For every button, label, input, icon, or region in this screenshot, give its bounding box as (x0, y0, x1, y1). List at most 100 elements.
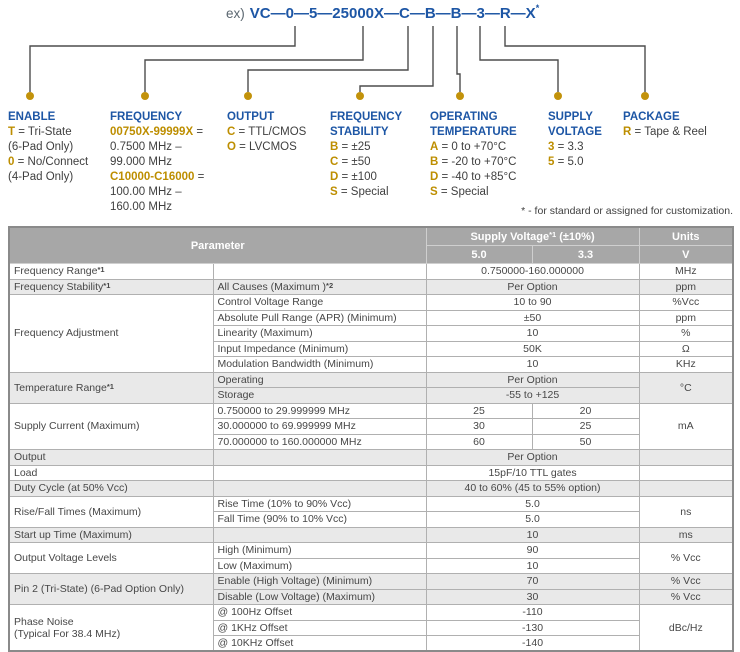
option-code: C10000-C16000 (110, 171, 195, 183)
spec-row: 70.000000 to 160.000000 MHz 60 50 (9, 433, 733, 450)
category-option: (6-Pad Only) (8, 141, 74, 153)
sub-parameter-cell: Control Voltage Range (212, 294, 427, 311)
spec-row: Supply Current (Maximum) 0.750000 to 29.9… (8, 402, 734, 450)
unit-cell: % Vcc (638, 542, 734, 574)
spec-row: Frequency Range*1 0.750000-160.000000 MHz (8, 263, 734, 280)
category-option: R = Tape & Reel (623, 126, 707, 138)
spec-table-body: Frequency Range*1 0.750000-160.000000 MHz F… (8, 263, 734, 652)
value-cell: 70 (425, 573, 640, 590)
param-cell: Frequency Stability*1 (8, 278, 214, 295)
connector-supply-voltage (479, 26, 559, 92)
category-option: 0 = No/Connect (8, 156, 89, 168)
param-cell: Duty Cycle (at 50% Vcc) (8, 480, 214, 497)
col-header-3v3: 3.3 (531, 245, 640, 264)
category-title-line: VOLTAGE (548, 126, 602, 138)
unit-cell (638, 464, 734, 481)
unit-cell (638, 480, 734, 497)
unit-cell: % Vcc (638, 573, 734, 590)
option-code: D (430, 171, 439, 183)
category-option: 160.00 MHz (110, 201, 173, 213)
spec-row: Frequency Stability*1 All Causes (Maximum… (8, 278, 734, 295)
value-cell: 0.750000-160.000000 (425, 263, 640, 280)
category-title-line: STABILITY (330, 126, 389, 138)
category-title-line: ENABLE (8, 111, 56, 123)
sub-parameter-cell: @ 1KHz Offset (212, 619, 427, 636)
sub-parameter-cell: All Causes (Maximum )*2 (212, 278, 427, 295)
category-title-line: OUTPUT (227, 111, 275, 123)
param-cell: Output (8, 449, 214, 466)
spec-row: Load 15pF/10 TTL gates (8, 464, 734, 481)
footnote: * - for standard or assigned for customi… (521, 205, 733, 217)
category-frequency: FREQUENCY 00750X-99999X = 0.7500 MHz – 99.0… (110, 110, 204, 215)
spec-row: Disable (Low Voltage) (Maximum) 30% Vcc (9, 588, 734, 605)
value-cell-5v0: 60 (425, 433, 533, 450)
unit-cell: MHz (638, 263, 734, 280)
sub-parameter-cell: Operating (212, 371, 427, 388)
sub-parameter-cell: Modulation Bandwidth (Minimum) (212, 356, 427, 373)
unit-cell: dBc/Hz (638, 604, 734, 652)
value-cell: 30 (425, 588, 640, 605)
category-title-line: TEMPERATURE (430, 126, 517, 138)
category-option: 3 = 3.3 (548, 141, 584, 153)
sub-parameter-cell (212, 480, 427, 497)
col-header-supply-voltage: Supply Voltage*1 (±10%) (425, 226, 640, 246)
unit-cell: °C (638, 371, 734, 404)
value-cell: -130 (425, 619, 640, 636)
category-option: D = ±100 (330, 171, 377, 183)
value-cell: 50K (425, 340, 640, 357)
category-option: T = Tri-State (8, 126, 72, 138)
spec-row: Frequency Adjustment Control Voltage Rang… (8, 294, 734, 373)
option-code: 5 (548, 156, 555, 168)
part-number-star: * (535, 3, 540, 13)
value-cell-5v0: 25 (425, 402, 533, 419)
sub-parameter-cell: Enable (High Voltage) (Minimum) (212, 573, 427, 590)
value-cell: 5.0 (425, 511, 640, 528)
option-code: A (430, 141, 439, 153)
value-cell: 15pF/10 TTL gates (425, 464, 640, 481)
col-header-5v0: 5.0 (425, 245, 533, 264)
spec-row: Start up Time (Maximum) 10 ms (8, 526, 734, 543)
value-cell: ±50 (425, 309, 640, 326)
sub-parameter-cell: Linearity (Maximum) (212, 325, 427, 342)
value-cell: 10 to 90 (425, 294, 640, 311)
spec-row: Modulation Bandwidth (Minimum) 10 KHz (9, 356, 734, 373)
category-package: PACKAGE R = Tape & Reel (623, 110, 707, 140)
sub-parameter-cell: High (Minimum) (212, 542, 427, 559)
option-code: S (330, 186, 338, 198)
sub-parameter-cell: Fall Time (90% to 10% Vcc) (212, 511, 427, 528)
category-frequency-stability: FREQUENCY STABILITY B = ±25 C = ±50 D = ±100… (330, 110, 402, 200)
param-cell: Load (8, 464, 214, 481)
unit-cell (638, 449, 734, 466)
unit-cell: % Vcc (638, 588, 734, 605)
option-code: 3 (548, 141, 555, 153)
value-cell-3v3: 25 (531, 418, 640, 435)
unit-cell: ppm (638, 278, 734, 295)
unit-cell: KHz (638, 356, 734, 373)
sub-parameter-cell: 70.000000 to 160.000000 MHz (212, 433, 427, 450)
param-cell: Frequency Range*1 (8, 263, 214, 280)
connector-dot (244, 92, 252, 100)
connector-dot (456, 92, 464, 100)
category-option: C = TTL/CMOS (227, 126, 307, 138)
part-number-connectors (26, 26, 649, 100)
spec-row: Linearity (Maximum) 10% (9, 325, 734, 342)
sub-parameter-cell: Disable (Low Voltage) (Maximum) (212, 588, 427, 605)
unit-cell: Ω (638, 340, 734, 357)
category-option: S = Special (330, 186, 389, 198)
spec-row: Duty Cycle (at 50% Vcc) 40 to 60% (45 to … (8, 480, 734, 497)
sub-parameter-cell (212, 526, 427, 543)
category-option: A = 0 to +70°C (430, 141, 507, 153)
connector-dot (554, 92, 562, 100)
spec-row: Phase Noise (Typical For 38.4 MHz) @ 100Hz… (8, 604, 734, 652)
unit-cell: mA (638, 402, 734, 450)
option-code: 0 (8, 156, 15, 168)
unit-cell: %Vcc (638, 294, 734, 311)
connector-operating-temperature (456, 26, 461, 92)
param-cell: Pin 2 (Tri-State) (6-Pad Option Only) (8, 573, 214, 605)
sub-parameter-cell: @ 100Hz Offset (212, 604, 427, 621)
param-cell: Output Voltage Levels (8, 542, 214, 574)
value-cell: 10 (425, 526, 640, 543)
category-title-line: SUPPLY (548, 111, 593, 123)
option-code: T (8, 126, 16, 138)
